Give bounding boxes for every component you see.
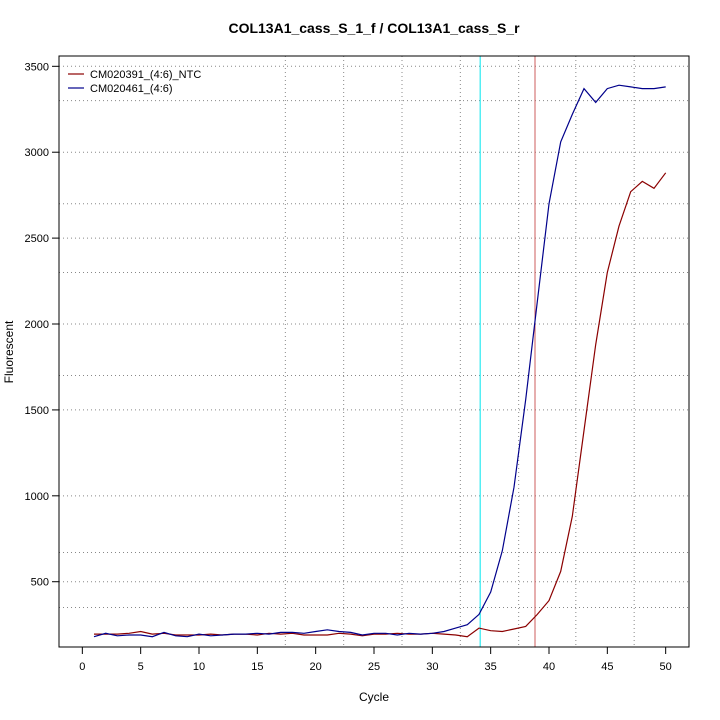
series-line-1: [93, 84, 666, 638]
x-tick-label-7: 35: [485, 661, 497, 673]
x-tick-label-10: 50: [660, 661, 672, 673]
x-axis: 0 5 10 15 20 25 30 35 40 45 50: [79, 646, 672, 673]
chart-title: COL13A1_cass_S_1_f / COL13A1_cass_S_r: [228, 20, 520, 36]
x-tick-label-1: 5: [138, 661, 144, 673]
x-tick-label-3: 15: [251, 661, 263, 673]
y-axis: 500 1000 1500 2000 2500 3000 3500: [25, 61, 60, 589]
y-tick-label-3: 2000: [25, 319, 49, 331]
x-tick-label-2: 10: [193, 661, 205, 673]
x-tick-label-0: 0: [79, 661, 85, 673]
y-tick-label-0: 500: [31, 577, 49, 589]
grid-lines: [59, 56, 689, 647]
y-tick-label-4: 2500: [25, 233, 49, 245]
y-tick-label-5: 3000: [25, 147, 49, 159]
series-lines: [93, 84, 667, 638]
series-line-0: [94, 172, 667, 638]
x-tick-label-9: 45: [601, 661, 613, 673]
legend-label-0: CM020391_(4:6)_NTC: [90, 69, 201, 81]
threshold-lines: [479, 56, 536, 647]
y-tick-label-2: 1500: [25, 405, 49, 417]
x-tick-label-8: 40: [543, 661, 555, 673]
x-axis-label: Cycle: [359, 690, 389, 704]
y-tick-label-6: 3500: [25, 61, 49, 73]
legend: CM020391_(4:6)_NTC CM020461_(4:6): [68, 69, 201, 95]
y-tick-label-1: 1000: [25, 491, 49, 503]
x-tick-label-5: 25: [368, 661, 380, 673]
x-tick-label-4: 20: [310, 661, 322, 673]
legend-label-1: CM020461_(4:6): [90, 83, 173, 95]
y-axis-label: Fluorescent: [2, 320, 16, 383]
x-tick-label-6: 30: [426, 661, 438, 673]
